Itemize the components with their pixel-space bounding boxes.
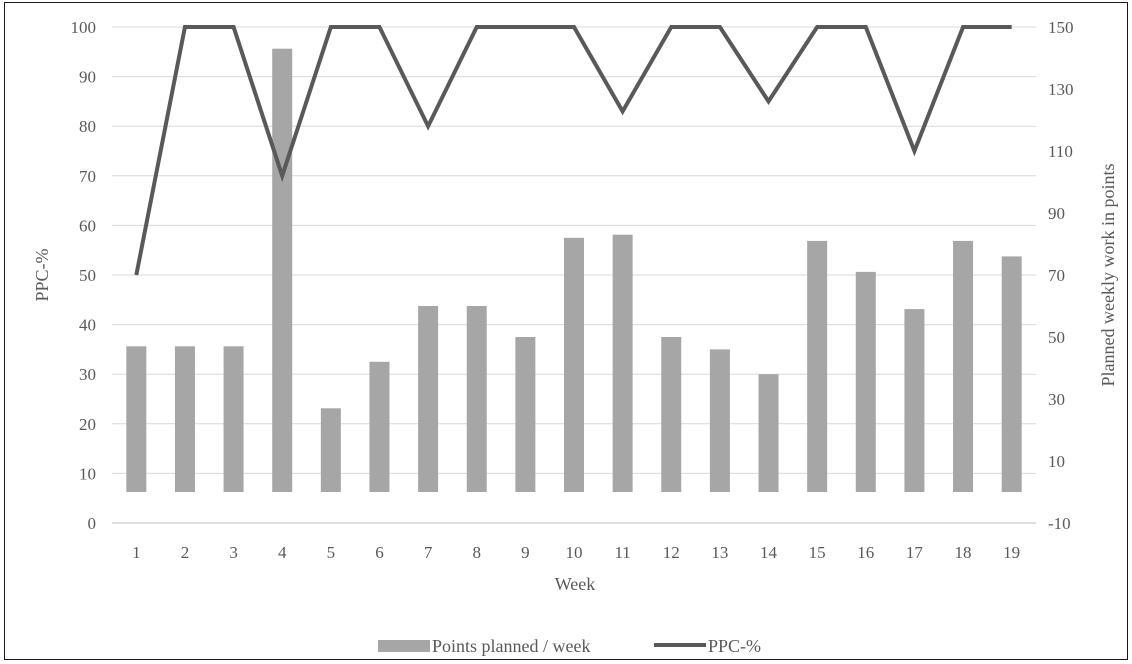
right-tick-label: 50 xyxy=(1048,328,1065,347)
bar xyxy=(466,306,487,492)
bar xyxy=(758,374,779,492)
left-tick-label: 60 xyxy=(79,216,96,235)
left-tick-label: 10 xyxy=(79,464,96,483)
x-tick-label: 13 xyxy=(711,543,728,562)
x-tick-label: 1 xyxy=(132,543,141,562)
x-tick-label: 2 xyxy=(181,543,190,562)
x-axis-ticks: 1 2 3 4 5 6 7 8 9 10 11 12 13 14 15 16 17 18 19 xyxy=(132,543,1020,562)
x-tick-label: 5 xyxy=(327,543,336,562)
bar xyxy=(418,306,439,492)
x-tick-label: 3 xyxy=(229,543,238,562)
x-axis-title: Week xyxy=(555,574,596,594)
bar xyxy=(1001,256,1022,492)
right-tick-label: 30 xyxy=(1048,390,1065,409)
right-tick-label: 90 xyxy=(1048,204,1065,223)
right-tick-label: 10 xyxy=(1048,452,1065,471)
x-tick-label: 18 xyxy=(955,543,972,562)
left-tick-label: 40 xyxy=(79,316,96,335)
x-tick-label: 6 xyxy=(375,543,384,562)
x-tick-label: 12 xyxy=(663,543,680,562)
left-axis-title: PPC-% xyxy=(32,248,52,301)
left-tick-label: 90 xyxy=(79,68,96,87)
bar xyxy=(223,346,244,492)
left-tick-label: 70 xyxy=(79,167,96,186)
right-axis-ticks: -10 10 30 50 70 90 110 130 150 xyxy=(1048,18,1074,533)
right-axis-title: Planned weekly work in points xyxy=(1098,164,1118,387)
left-tick-label: 0 xyxy=(88,514,97,533)
line-series-ppc xyxy=(134,25,1012,276)
right-tick-label: -10 xyxy=(1048,514,1071,533)
bar xyxy=(174,346,195,492)
x-tick-label: 4 xyxy=(278,543,287,562)
x-tick-label: 14 xyxy=(760,543,778,562)
x-tick-label: 11 xyxy=(614,543,630,562)
x-tick-label: 16 xyxy=(857,543,874,562)
x-tick-label: 17 xyxy=(906,543,924,562)
left-tick-label: 30 xyxy=(79,365,96,384)
bar xyxy=(369,361,390,492)
bar-series-points-planned xyxy=(126,48,1022,492)
ppc-line xyxy=(134,25,1012,276)
bar xyxy=(953,240,974,492)
left-tick-label: 80 xyxy=(79,117,96,136)
bar xyxy=(807,240,828,492)
x-tick-label: 8 xyxy=(472,543,481,562)
right-tick-label: 130 xyxy=(1048,80,1074,99)
legend-label-line: PPC-% xyxy=(708,636,761,656)
bar xyxy=(564,237,584,492)
right-tick-label: 110 xyxy=(1048,142,1073,161)
bar xyxy=(661,337,682,492)
legend: Points planned / week PPC-% xyxy=(378,636,761,656)
left-tick-label: 100 xyxy=(71,18,97,37)
bar xyxy=(855,271,876,492)
left-tick-label: 50 xyxy=(79,266,96,285)
right-tick-label: 150 xyxy=(1048,18,1074,37)
x-tick-label: 19 xyxy=(1003,543,1020,562)
legend-swatch-bar xyxy=(378,640,430,652)
bar xyxy=(320,408,341,492)
left-tick-label: 20 xyxy=(79,415,96,434)
bar xyxy=(126,346,147,492)
bar xyxy=(904,309,925,492)
bar xyxy=(709,349,730,492)
bar xyxy=(612,234,633,492)
x-tick-label: 15 xyxy=(809,543,826,562)
bar xyxy=(272,48,293,492)
left-axis-ticks: 0 10 20 30 40 50 60 70 80 90 100 xyxy=(71,18,97,533)
x-tick-label: 10 xyxy=(566,543,583,562)
bar xyxy=(515,337,536,492)
x-tick-label: 7 xyxy=(424,543,433,562)
right-tick-label: 70 xyxy=(1048,266,1065,285)
legend-label-bar: Points planned / week xyxy=(432,636,590,656)
x-tick-label: 9 xyxy=(521,543,530,562)
